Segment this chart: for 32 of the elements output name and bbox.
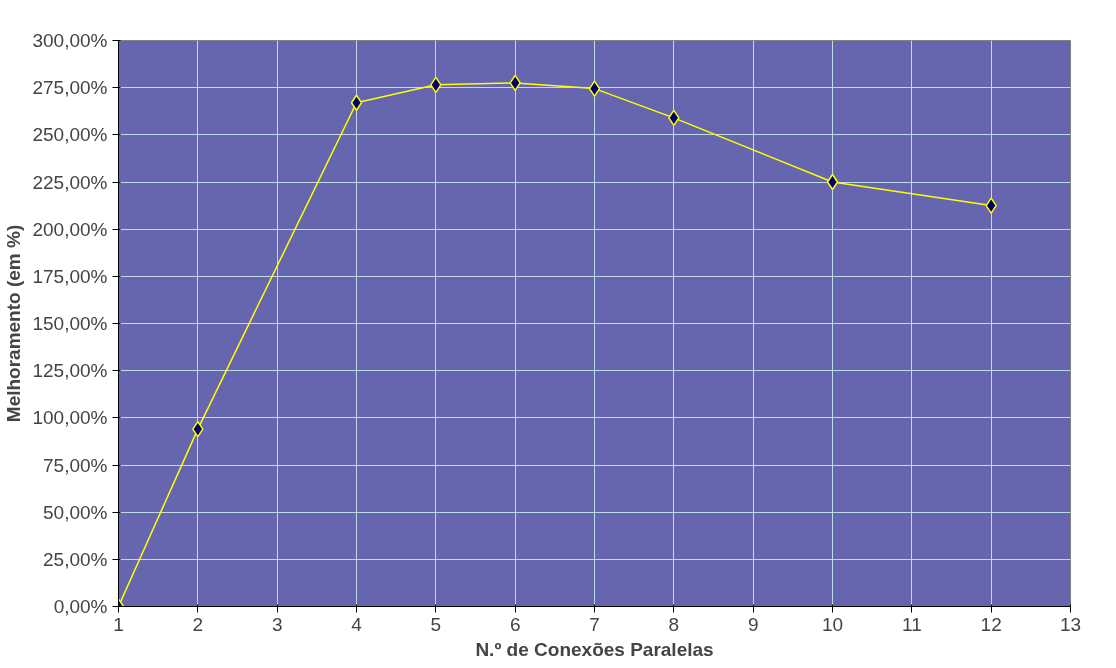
y-tick-label: 25,00%	[43, 548, 108, 570]
x-tick-label: 13	[1059, 613, 1082, 635]
y-tick-label: 225,00%	[32, 171, 108, 193]
y-tick-label: 275,00%	[32, 77, 108, 99]
x-tick-label: 11	[901, 613, 922, 635]
x-tick-label: 9	[747, 613, 759, 635]
x-tick-label: 12	[980, 613, 1002, 635]
x-tick-label: 2	[192, 613, 204, 635]
y-tick-label: 50,00%	[43, 501, 108, 523]
y-tick-label: 0,00%	[53, 596, 108, 617]
x-tick-label: 1	[113, 613, 124, 635]
point	[826, 173, 839, 191]
x-tick-label: 4	[351, 613, 363, 635]
y-tick-label: 150,00%	[32, 313, 108, 334]
x-tick-label: 7	[589, 613, 600, 635]
point	[350, 94, 363, 112]
y-tick-label: 125,00%	[32, 360, 108, 382]
y-tick-label: 250,00%	[32, 124, 108, 146]
point	[985, 197, 997, 214]
x-tick-label: 5	[430, 613, 442, 635]
x-tick-label: 8	[668, 613, 680, 635]
x-tick-label: 10	[821, 613, 844, 635]
y-tick-label: 75,00%	[43, 454, 108, 476]
y-tick-label: 300,00%	[32, 30, 108, 51]
y-tick-label: 175,00%	[32, 265, 108, 287]
y-tick-label: 100,00%	[32, 407, 108, 429]
x-tick-label: 3	[271, 613, 283, 635]
y-tick-label: 200,00%	[32, 218, 108, 240]
x-axis-title: N.º de Conexões Paralelas	[475, 638, 714, 660]
y-axis-title: Melhoramento (em %)	[3, 224, 25, 423]
x-tick-label: 6	[509, 613, 521, 635]
point	[588, 80, 601, 97]
